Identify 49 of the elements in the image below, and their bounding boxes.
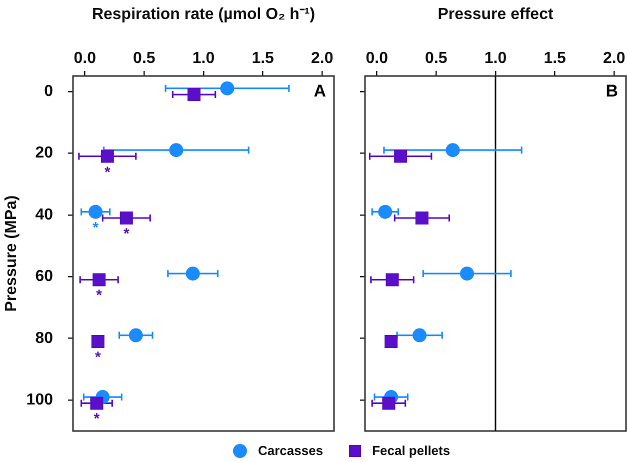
annotation: * bbox=[104, 164, 110, 181]
annotation: * bbox=[92, 219, 99, 236]
annotation: * bbox=[94, 410, 100, 428]
point bbox=[92, 273, 106, 286]
x-tick-label: 0.0 bbox=[366, 50, 388, 67]
point bbox=[88, 204, 103, 219]
x-axis-title: Pressure effect bbox=[438, 6, 554, 24]
point bbox=[186, 266, 200, 281]
y-tick-label: 20 bbox=[35, 144, 54, 162]
x-tick-label: 2.0 bbox=[311, 50, 334, 67]
x-tick-label: 1.5 bbox=[544, 50, 566, 67]
y-tick-label: 40 bbox=[35, 206, 54, 224]
point bbox=[384, 334, 398, 348]
x-tick-label: 1.0 bbox=[484, 50, 507, 67]
point bbox=[100, 150, 114, 163]
annotation: A bbox=[314, 82, 326, 101]
x-tick-label: 1.0 bbox=[192, 50, 215, 67]
y-tick-label: 100 bbox=[26, 392, 54, 409]
point bbox=[90, 396, 104, 410]
y-axis-title: Pressure (MPa) bbox=[3, 195, 20, 312]
point bbox=[169, 143, 184, 158]
annotation: * bbox=[94, 348, 101, 366]
point bbox=[394, 150, 408, 163]
point bbox=[415, 211, 428, 225]
x-tick-label: 2.0 bbox=[603, 50, 626, 67]
annotation: * bbox=[96, 287, 102, 304]
point bbox=[446, 143, 460, 158]
point bbox=[412, 328, 427, 342]
point bbox=[120, 211, 133, 225]
point bbox=[220, 81, 234, 96]
annotation: B bbox=[606, 82, 618, 101]
legend-label: Fecal pellets bbox=[372, 443, 450, 458]
legend-label: Carcasses bbox=[258, 443, 324, 458]
y-tick-label: 0 bbox=[44, 82, 54, 100]
point bbox=[382, 396, 396, 410]
point bbox=[128, 328, 143, 342]
point bbox=[386, 273, 399, 286]
x-tick-label: 1.5 bbox=[252, 50, 274, 67]
point bbox=[378, 204, 392, 219]
point bbox=[91, 334, 104, 348]
x-axis-title: Respiration rate (µmol O₂ h⁻¹) bbox=[92, 6, 316, 24]
y-tick-label: 60 bbox=[35, 268, 54, 286]
annotation: * bbox=[123, 226, 130, 242]
x-tick-label: 0.5 bbox=[133, 50, 156, 67]
y-tick-label: 80 bbox=[35, 330, 54, 347]
x-tick-label: 0.0 bbox=[74, 50, 96, 67]
x-tick-label: 0.5 bbox=[425, 50, 448, 67]
point bbox=[460, 266, 474, 281]
point bbox=[188, 88, 201, 102]
